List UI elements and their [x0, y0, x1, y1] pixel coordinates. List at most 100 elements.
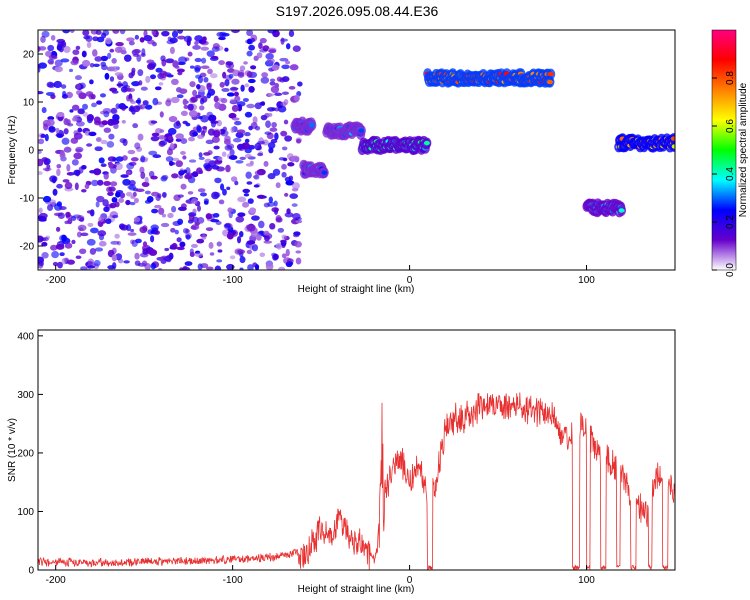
- spectrogram-noise-mark: [210, 73, 218, 79]
- spectrogram-noise-mark: [245, 171, 252, 179]
- spectrogram-noise-mark: [271, 252, 277, 257]
- spectrogram-x-axis: -200 -100 0 100: [46, 265, 595, 286]
- spectrogram-noise-mark: [126, 224, 132, 232]
- spectrogram-noise-mark: [196, 84, 201, 90]
- spectrogram-noise-mark: [293, 233, 300, 238]
- spectrogram-noise-mark: [189, 65, 195, 69]
- spectrogram-noise-mark: [139, 37, 145, 43]
- spectrogram-noise-mark: [192, 171, 198, 178]
- spectrogram-noise-mark: [71, 104, 80, 111]
- spectrogram-noise-mark: [200, 263, 209, 269]
- spectrogram-noise-mark: [199, 105, 205, 111]
- spectrogram-noise-mark: [259, 101, 264, 106]
- spectrogram-noise-mark: [159, 129, 165, 133]
- spectrogram-noise-mark: [288, 85, 296, 90]
- spectrogram-noise-mark: [93, 168, 102, 176]
- spectrogram-noise-mark: [203, 152, 211, 156]
- spectrogram-noise-mark: [179, 267, 184, 270]
- spectrogram-noise-mark: [50, 244, 58, 251]
- spectrogram-noise-mark: [40, 35, 46, 43]
- spectrogram-noise-mark: [150, 120, 158, 124]
- spectrogram-noise-mark: [237, 72, 245, 78]
- spectrogram-noise-mark: [119, 138, 127, 144]
- spectrogram-noise-mark: [297, 81, 303, 87]
- spectrogram-noise-mark: [89, 62, 95, 68]
- spectrogram-noise-mark: [166, 148, 173, 156]
- spectrogram-noise-mark: [121, 105, 126, 111]
- spectrogram-noise-mark: [71, 159, 79, 166]
- spectrogram-noise-mark: [139, 104, 146, 110]
- spectrogram-noise-mark: [227, 207, 233, 213]
- spectrogram-noise-mark: [275, 182, 281, 189]
- spectrogram-noise-mark: [163, 256, 172, 262]
- spectrogram-noise-mark: [251, 244, 259, 252]
- spectrogram-noise-mark: [274, 107, 279, 112]
- spectrogram-noise-mark: [284, 192, 289, 197]
- spectrogram-noise-mark: [252, 175, 258, 179]
- spectrogram-noise-mark: [175, 133, 185, 140]
- spectrogram-noise-mark: [61, 137, 70, 145]
- spectrogram-noise-mark: [277, 105, 287, 113]
- spectrogram-noise-mark: [233, 91, 239, 97]
- spectrogram-noise-mark: [88, 131, 97, 137]
- spectrogram-noise-mark: [242, 97, 249, 103]
- spectrogram-signal-mark: [547, 71, 554, 77]
- spectrogram-noise-mark: [38, 171, 43, 176]
- spectrogram-noise-mark: [128, 40, 135, 46]
- spectrogram-noise-mark: [158, 82, 164, 86]
- spectrogram-noise-mark: [105, 37, 112, 45]
- spectrogram-noise-mark: [63, 117, 69, 126]
- x-tick-label: 0: [407, 275, 413, 286]
- spectrogram-noise-mark: [247, 264, 254, 270]
- spectrogram-noise-mark: [175, 160, 183, 168]
- spectrogram-noise-mark: [134, 260, 141, 266]
- spectrogram-noise-mark: [161, 174, 169, 180]
- spectrogram-noise-mark: [44, 133, 49, 142]
- spectrogram-noise-mark: [86, 114, 94, 122]
- spectrogram-noise-mark: [100, 163, 107, 168]
- spectrogram-noise-mark: [283, 119, 289, 125]
- spectrogram-noise-mark: [219, 183, 225, 191]
- spectrogram-noise-mark: [56, 201, 62, 207]
- spectrogram-noise-mark: [280, 130, 288, 137]
- spectrogram-noise-mark: [102, 199, 109, 207]
- spectrogram-noise-mark: [211, 55, 219, 60]
- spectrogram-noise-mark: [107, 191, 114, 197]
- spectrogram-noise-mark: [295, 257, 302, 265]
- spectrogram-noise-mark: [120, 174, 129, 178]
- spectrogram-noise-mark: [248, 86, 255, 93]
- spectrogram-noise-mark: [279, 77, 286, 83]
- spectrogram-noise-mark: [70, 216, 77, 221]
- spectrogram-noise-mark: [133, 216, 141, 223]
- spectrogram-noise-mark: [113, 123, 119, 130]
- spectrogram-noise-mark: [295, 250, 302, 254]
- spectrogram-signal-mark: [618, 208, 625, 213]
- colorbar-axis: 0.0 0.2 0.4 0.6 0.8: [712, 71, 736, 277]
- spectrogram-noise-mark: [115, 190, 124, 194]
- spectrogram-noise-mark: [59, 252, 65, 257]
- y-tick-label: 100: [17, 507, 34, 518]
- spectrogram-noise-mark: [151, 132, 160, 137]
- spectrogram-noise-mark: [71, 239, 76, 245]
- spectrogram-noise-mark: [66, 164, 71, 172]
- spectrogram-noise-mark: [257, 145, 262, 151]
- spectrogram-noise-mark: [63, 146, 72, 153]
- spectrogram-noise-mark: [230, 126, 235, 134]
- spectrogram-noise-mark: [289, 193, 299, 199]
- spectrogram-noise-mark: [188, 136, 195, 142]
- spectrogram-noise-mark: [89, 79, 94, 85]
- spectrogram-noise-mark: [256, 194, 266, 199]
- spectrogram-noise-mark: [177, 30, 184, 34]
- spectrogram-noise-mark: [256, 52, 263, 59]
- spectrogram-noise-mark: [38, 207, 43, 214]
- spectrogram-noise-mark: [280, 239, 287, 244]
- spectrogram-noise-mark: [189, 81, 196, 88]
- spectrogram-noise-mark: [157, 135, 167, 140]
- snr-x-axis: -200 -100 0 100: [46, 565, 595, 586]
- spectrogram-noise-mark: [281, 163, 287, 170]
- spectrogram-noise-mark: [135, 188, 145, 193]
- spectrogram-noise-mark: [41, 30, 50, 38]
- spectrogram-noise-mark: [242, 188, 251, 194]
- spectrogram-noise-mark: [209, 252, 215, 256]
- spectrogram-noise-mark: [114, 162, 123, 171]
